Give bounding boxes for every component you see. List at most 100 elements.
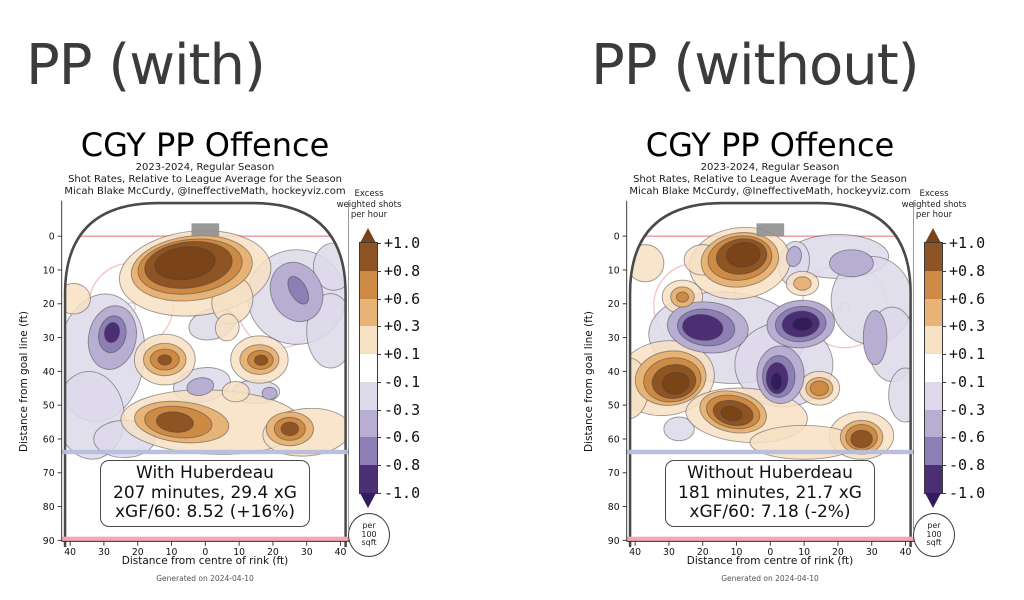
- colorbar-tickmark: [942, 326, 946, 328]
- colorbar-segment: [925, 465, 942, 493]
- chart-subtitle-season: 2023-2024, Regular Season: [700, 162, 840, 173]
- svg-text:80: 80: [43, 502, 55, 513]
- svg-text:90: 90: [608, 536, 620, 547]
- colorbar-tickmark: [942, 465, 946, 467]
- colorbar-arrow-up: [360, 228, 376, 243]
- svg-text:10: 10: [166, 547, 178, 558]
- colorbar-tickmark: [377, 381, 381, 383]
- rink-interior: [630, 203, 911, 545]
- svg-text:40: 40: [64, 547, 76, 558]
- svg-text:40: 40: [900, 547, 912, 558]
- contour-blob: [663, 416, 695, 442]
- colorbar-tick-label: +0.1: [949, 345, 986, 364]
- colorbar-tickmark: [942, 381, 946, 383]
- svg-text:30: 30: [43, 333, 55, 344]
- rink-boards: [628, 201, 912, 548]
- blue-line: [61, 449, 349, 455]
- contour-blob: [155, 411, 194, 433]
- colorbar-segment: [360, 354, 377, 382]
- colorbar-segment: [360, 270, 377, 299]
- svg-text:0: 0: [202, 547, 208, 558]
- svg-text:50: 50: [43, 401, 55, 412]
- svg-text:10: 10: [731, 547, 743, 558]
- y-axis-label: Distance from goal line (ft): [583, 311, 595, 453]
- svg-text:20: 20: [267, 547, 279, 558]
- svg-text:80: 80: [608, 502, 620, 513]
- info-line-player: With Huberdeau: [136, 463, 274, 483]
- contour-blob: [793, 276, 812, 291]
- colorbar-segment: [925, 381, 942, 410]
- colorbar-segment: [360, 243, 377, 271]
- contour-blob: [280, 421, 300, 437]
- svg-text:20: 20: [608, 299, 620, 310]
- colorbar-tickmark: [377, 465, 381, 467]
- colorbar-segment: [360, 326, 377, 355]
- contour-blob: [725, 242, 761, 268]
- centre-red-line: [61, 536, 349, 542]
- colorbar-segment: [925, 409, 942, 438]
- colorbar-tick-label: -0.3: [384, 400, 421, 419]
- contour-blob: [862, 310, 888, 366]
- centre-red-line: [626, 536, 914, 542]
- svg-text:30: 30: [663, 547, 675, 558]
- contour-blob: [186, 377, 215, 397]
- colorbar-tickmark: [377, 409, 381, 411]
- svg-text:40: 40: [43, 367, 55, 378]
- shot-rate-heatmap: 0 10 20 30 40 50 60 70 80 90 40 30 20 10 0 10 20 30 40: [608, 200, 914, 558]
- contour-blob: [791, 316, 814, 332]
- colorbar-tickmark: [942, 493, 946, 494]
- colorbar-tick-label: +0.6: [949, 289, 986, 308]
- chart-subtitle-credit: Micah Blake McCurdy, @IneffectiveMath, h…: [629, 186, 911, 197]
- x-axis-label: Distance from centre of rink (ft): [121, 555, 289, 567]
- colorbar-segment: [925, 298, 942, 327]
- info-line-minutes: 207 minutes, 29.4 xG: [113, 482, 297, 503]
- contour-blob: [157, 354, 173, 366]
- svg-text:60: 60: [608, 434, 620, 445]
- colorbar-segment: [925, 326, 942, 355]
- panel-with: PP (with) CGY PP Offence 2023-2024, Regu…: [0, 0, 470, 600]
- colorbar-tickmark: [942, 409, 946, 411]
- colorbar-tick-label: +0.8: [384, 261, 421, 280]
- contour-blob: [809, 380, 829, 397]
- info-line-minutes: 181 minutes, 21.7 xG: [678, 482, 862, 503]
- svg-text:40: 40: [608, 367, 620, 378]
- contour-blob: [287, 276, 310, 305]
- colorbar-tickmark: [942, 298, 946, 300]
- contour-blob: [888, 367, 911, 423]
- colorbar-segment: [925, 270, 942, 299]
- colorbar-tick-label: -1.0: [949, 484, 986, 502]
- colorbar-tick-label: +0.6: [384, 289, 421, 308]
- contour-blob: [261, 386, 278, 400]
- net: [756, 223, 785, 237]
- svg-text:0: 0: [767, 547, 773, 558]
- colorbar-tick-label: -0.8: [949, 456, 986, 475]
- colorbar-arrow-up: [925, 228, 941, 243]
- colorbar-tick-label: +0.1: [384, 345, 421, 364]
- rink-boards: [63, 201, 347, 548]
- colorbar-tickmark: [942, 270, 946, 272]
- svg-text:30: 30: [301, 547, 313, 558]
- colorbar-tick-label: +0.3: [949, 317, 986, 336]
- contour-blob: [720, 405, 743, 422]
- svg-text:70: 70: [43, 468, 55, 479]
- colorbar: [359, 242, 378, 494]
- y-axis-label: Distance from goal line (ft): [18, 311, 30, 453]
- svg-text:40: 40: [629, 547, 641, 558]
- colorbar-header: Excess weighted shots per hour: [336, 189, 402, 220]
- colorbar-tickmark: [942, 437, 946, 439]
- svg-text:40: 40: [335, 547, 347, 558]
- colorbar-segment: [925, 243, 942, 271]
- colorbar-segment: [360, 437, 377, 466]
- contour-blob: [661, 371, 690, 395]
- colorbar-tick-label: -1.0: [384, 484, 421, 502]
- colorbar-arrow-down: [360, 493, 376, 508]
- contour-blob: [785, 245, 802, 268]
- colorbar-arrow-down: [925, 493, 941, 508]
- colorbar-tickmark: [377, 493, 381, 494]
- info-line-player: Without Huberdeau: [687, 463, 853, 483]
- svg-text:90: 90: [43, 536, 55, 547]
- contour-blob: [850, 429, 873, 449]
- chart-subtitle-description: Shot Rates, Relative to League Average f…: [633, 174, 907, 185]
- colorbar-segment: [360, 381, 377, 410]
- svg-text:10: 10: [798, 547, 810, 558]
